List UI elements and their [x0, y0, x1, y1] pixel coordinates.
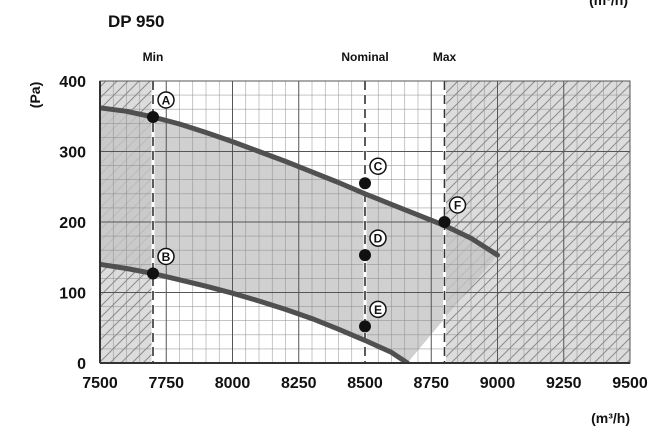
point-badge-a	[157, 91, 175, 109]
point-label-f: F	[454, 199, 461, 213]
point-label-c: C	[374, 160, 383, 174]
x-tick-label: 7750	[148, 375, 184, 392]
operating-points: A B C D E F	[147, 91, 467, 333]
point-label-a: A	[162, 93, 171, 107]
x-tick-label: 8500	[347, 375, 383, 392]
marker-label-max: Max	[433, 50, 457, 64]
point-badge-d	[369, 229, 387, 247]
x-tick-label: 9500	[612, 375, 648, 392]
y-tick-label: 400	[59, 74, 86, 91]
y-tick-label: 100	[59, 286, 86, 303]
point-a	[147, 110, 159, 123]
x-tick-label: 8000	[215, 375, 251, 392]
point-c	[359, 177, 371, 190]
y-tick-label: 0	[77, 356, 86, 373]
point-b	[147, 267, 159, 280]
x-tick-label: 9000	[480, 375, 516, 392]
point-badge-c	[369, 157, 387, 175]
axes	[99, 80, 631, 364]
x-tick-label: 7500	[82, 375, 118, 392]
curve-upper-curve	[100, 105, 500, 258]
point-f	[438, 216, 451, 228]
point-e	[359, 320, 371, 333]
x-tick-label: 9250	[546, 375, 582, 392]
point-label-d: D	[374, 232, 383, 246]
y-tick-label: 300	[59, 145, 86, 162]
x-tick-label: 8250	[281, 375, 317, 392]
point-badge-f	[448, 196, 467, 214]
top-right-unit: (m³/h)	[589, 0, 628, 8]
y-axis-label: (Pa)	[27, 82, 43, 108]
point-label-e: E	[374, 303, 382, 317]
marker-label-nominal: Nominal	[341, 50, 388, 64]
plot-frame	[99, 80, 631, 364]
x-tick-label: 8750	[413, 375, 449, 392]
point-label-b: B	[162, 250, 171, 264]
point-d	[359, 249, 371, 262]
x-axis-label: (m³/h)	[591, 410, 630, 426]
tick-labels: 7500 7750 8000 8250 8500 8750 9000 9250 9500 0 100…	[59, 74, 648, 392]
point-badge-e	[369, 300, 387, 319]
y-tick-label: 200	[59, 215, 86, 232]
marker-label-min: Min	[143, 50, 164, 64]
chart-title: DP 950	[108, 12, 164, 31]
point-badge-b	[157, 247, 175, 266]
